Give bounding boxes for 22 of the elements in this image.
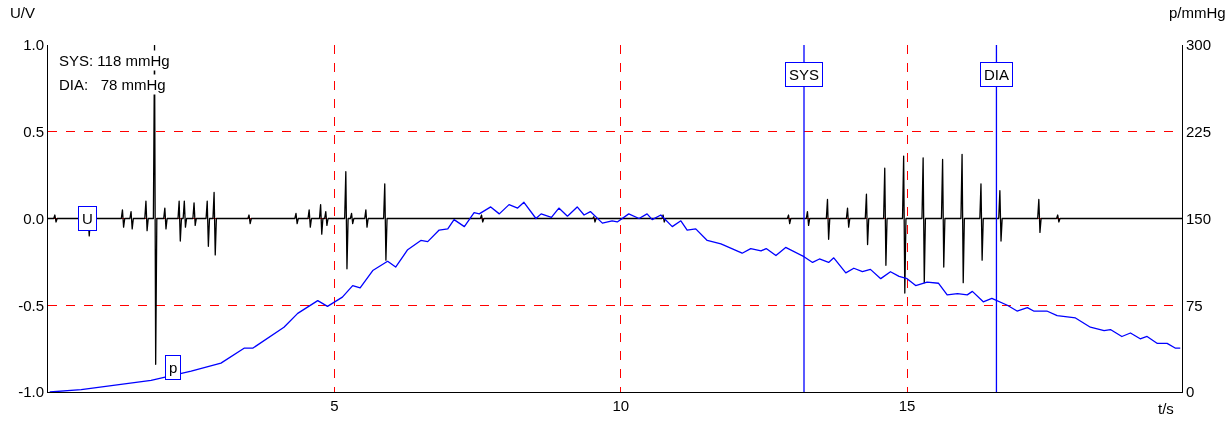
y-tick-label: -1.0 — [18, 383, 44, 401]
y-tick-label: 0.5 — [23, 123, 44, 140]
y-tick-label: -0.5 — [18, 296, 44, 314]
y-tick-label: 1.0 — [23, 36, 44, 54]
y2-tick-label: 0 — [1186, 383, 1195, 401]
series-label: p — [169, 359, 178, 376]
y2-tick-label: 300 — [1186, 36, 1212, 54]
y2-axis-title: p/mmHg — [1169, 4, 1226, 21]
annotation: SYS: 118 mmHg — [59, 52, 170, 69]
annotation: DIA: 78 mmHg — [59, 76, 166, 93]
x-tick-label: 10 — [612, 397, 630, 414]
y2-tick-label: 225 — [1186, 123, 1212, 140]
y-axis-title: U/V — [10, 4, 36, 21]
y2-tick-label: 75 — [1186, 296, 1203, 314]
ref-line-label: DIA — [984, 66, 1010, 83]
x-tick-label: 15 — [898, 397, 916, 414]
series-label: U — [82, 210, 93, 227]
x-axis-title: t/s — [1158, 400, 1174, 417]
x-tick-label: 5 — [330, 397, 339, 414]
y2-tick-label: 150 — [1186, 209, 1212, 227]
ref-line-label: SYS — [789, 66, 820, 83]
y-tick-label: 0.0 — [23, 209, 44, 227]
